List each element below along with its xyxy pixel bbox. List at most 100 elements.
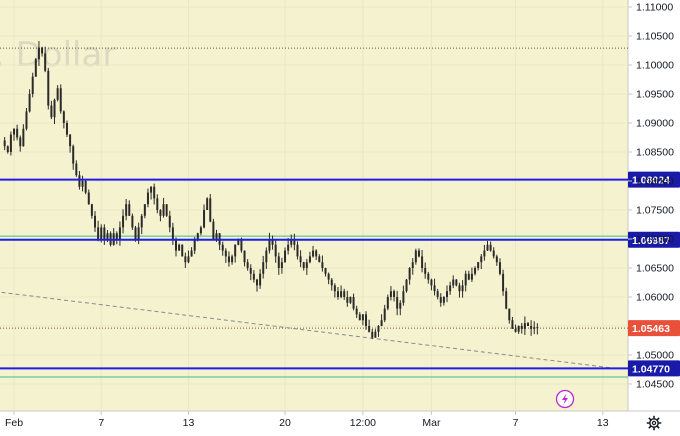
candle-body <box>383 308 386 321</box>
candle-body <box>72 146 75 164</box>
candle-body <box>118 227 121 239</box>
level-label: 1.08024 <box>632 175 670 187</box>
candle-body <box>69 134 72 147</box>
candle-body <box>436 291 439 297</box>
candle-body <box>458 285 461 292</box>
candle-body <box>389 291 392 297</box>
candle-body <box>252 273 255 280</box>
horizontal-levels[interactable]: 1.08024 1.06987 1.04770 <box>0 171 680 377</box>
candle-body <box>122 215 125 228</box>
candle-body <box>277 256 280 268</box>
candle-body <box>41 47 44 54</box>
time-axis-ticks: Feb 7 13 20 12:00 Mar 7 13 <box>5 411 609 429</box>
y-tick-label: 1.06000 <box>636 292 674 304</box>
candle-body <box>196 233 199 239</box>
candle-body <box>62 111 65 123</box>
candle-body <box>25 111 28 129</box>
y-tick-label: 1.05000 <box>636 350 674 362</box>
plot-background <box>0 0 628 411</box>
candle-body <box>502 273 505 292</box>
price-tag-bg <box>628 320 680 337</box>
candle-body <box>514 328 517 332</box>
candle-body <box>464 273 467 286</box>
y-tick-label: 1.10000 <box>636 60 674 72</box>
candle-body <box>505 291 508 309</box>
candle-body <box>13 128 16 135</box>
candle-body <box>159 210 162 216</box>
time-axis-background <box>0 411 680 436</box>
candle-body <box>308 256 311 263</box>
candle-body <box>377 326 380 332</box>
candle-body <box>265 250 268 263</box>
candle-body <box>255 279 258 286</box>
candle-body <box>414 250 417 263</box>
candle-body <box>483 250 486 257</box>
candle-body <box>340 291 343 297</box>
candle-body <box>137 227 140 239</box>
candle-body <box>22 128 25 147</box>
candle-body <box>324 268 327 274</box>
gear-icon[interactable] <box>646 415 662 431</box>
candle-body <box>56 88 59 100</box>
candle-body <box>380 320 383 326</box>
candle-body <box>421 256 424 268</box>
y-tick-label: 1.07500 <box>636 205 674 217</box>
y-tick-label: 1.07000 <box>636 234 674 246</box>
chart-watermark: . Dollar <box>0 35 116 75</box>
candle-body <box>59 88 62 112</box>
candle-body <box>511 320 514 329</box>
candle-body <box>203 210 206 228</box>
candle-body <box>284 250 287 263</box>
candle-body <box>131 215 134 228</box>
candle-body <box>106 233 109 239</box>
candle-body <box>287 244 290 251</box>
candle-body <box>178 244 181 251</box>
candle-body <box>150 186 153 193</box>
lightning-icon[interactable] <box>555 389 575 409</box>
trendline <box>1 291 616 369</box>
level-label: 1.06987 <box>632 235 670 247</box>
y-tick-label: 1.11000 <box>636 2 673 14</box>
candles <box>3 41 539 340</box>
candle-body <box>174 239 177 251</box>
level-label-bg <box>628 231 680 248</box>
x-tick-label: Feb <box>5 417 23 429</box>
candle-body <box>234 244 237 257</box>
candle-body <box>374 331 377 338</box>
candle-body <box>290 239 293 245</box>
candle-body <box>165 204 168 216</box>
x-tick-label: 20 <box>279 417 291 429</box>
grid-lines <box>0 0 628 411</box>
candle-body <box>243 250 246 263</box>
candle-body <box>533 327 536 329</box>
candle-body <box>65 123 68 135</box>
candle-body <box>492 250 495 257</box>
candle-body <box>212 221 215 239</box>
candle-body <box>489 244 492 251</box>
candle-body <box>271 239 274 245</box>
candle-body <box>365 314 368 326</box>
candle-body <box>280 262 283 268</box>
candle-body <box>508 308 511 321</box>
candle-body <box>386 297 389 309</box>
price-tag-label: 1.05463 <box>632 323 670 335</box>
candle-body <box>75 163 78 176</box>
candle-body <box>343 291 346 297</box>
candle-body <box>246 262 249 268</box>
candle-body <box>262 262 265 274</box>
candle-body <box>90 204 93 216</box>
candle-body <box>53 99 56 118</box>
candle-body <box>6 146 9 152</box>
y-tick-label: 1.08500 <box>636 147 674 159</box>
candle-body <box>446 291 449 297</box>
candle-body <box>417 250 420 257</box>
y-tick-label: 1.10500 <box>636 31 674 43</box>
x-tick-label: 13 <box>183 417 195 429</box>
y-tick-label: 1.06500 <box>636 263 674 275</box>
candle-body <box>433 285 436 292</box>
candle-body <box>134 227 137 239</box>
candle-body <box>498 262 501 274</box>
x-tick-label: Mar <box>422 417 441 429</box>
candle-body <box>78 175 81 187</box>
